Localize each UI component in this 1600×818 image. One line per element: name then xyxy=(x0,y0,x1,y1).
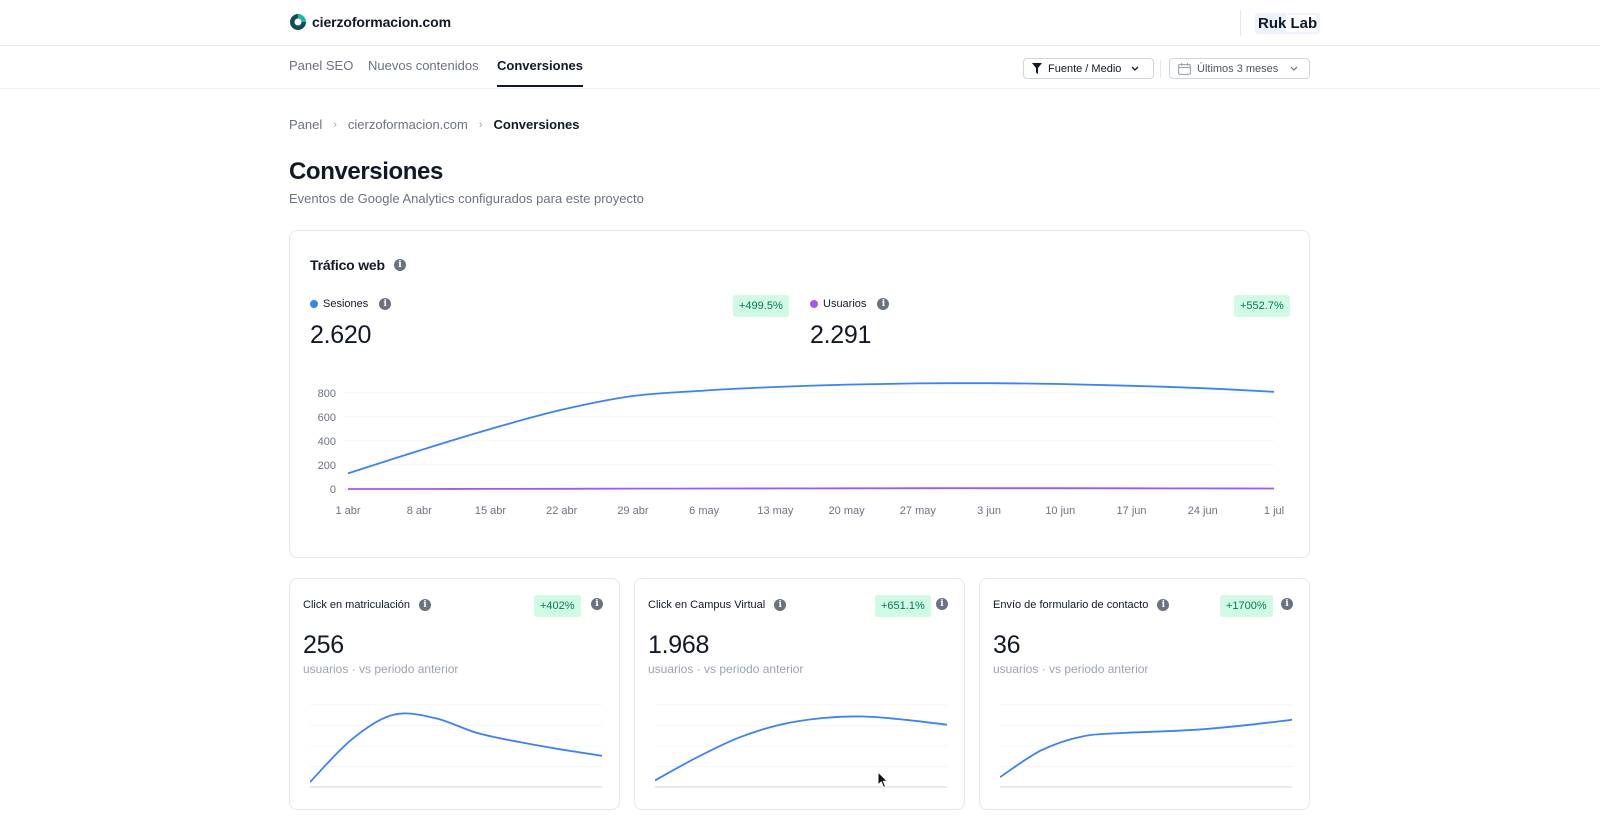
x-tick-label: 1 abr xyxy=(335,505,360,517)
org-name-prefix: Ruk xyxy=(1258,14,1287,32)
conversion-title-text: Click en matriculación xyxy=(303,599,410,611)
site-logo[interactable]: cierzoformacion.com xyxy=(289,13,451,31)
x-tick-label: 10 jun xyxy=(1045,505,1075,517)
org-name-suffix: Lab xyxy=(1286,14,1318,32)
mouse-cursor-icon xyxy=(877,771,889,789)
info-icon[interactable]: i xyxy=(877,298,890,310)
toolbar-divider xyxy=(1160,60,1161,78)
sparkline-line xyxy=(310,712,602,783)
breadcrumb-item-panel[interactable]: Panel xyxy=(289,117,323,132)
info-icon[interactable]: i xyxy=(936,598,948,610)
sparkline-line xyxy=(655,715,947,782)
y-tick-label: 400 xyxy=(318,436,336,448)
date-range-label: Últimos 3 meses xyxy=(1197,62,1279,75)
users-legend-dot xyxy=(810,300,818,308)
sessions-label-text: Sesiones xyxy=(323,298,369,310)
traffic-card-title: Tráfico web i xyxy=(310,257,406,273)
y-tick-label: 200 xyxy=(318,460,336,472)
site-name: cierzoformacion.com xyxy=(312,14,451,30)
conversion-title-text: Envío de formulario de contacto xyxy=(993,599,1149,611)
users-value: 2.291 xyxy=(810,321,872,349)
info-icon[interactable]: i xyxy=(591,598,603,610)
x-tick-label: 15 abr xyxy=(475,505,507,517)
series-line-sesiones xyxy=(347,382,1275,475)
x-tick-label: 13 may xyxy=(757,505,794,517)
conversion-change-badge: +1700% xyxy=(1220,595,1273,617)
conversion-change-badge: +651.1% xyxy=(875,595,931,617)
conversion-sparkline xyxy=(310,704,602,788)
conversion-change-badge: +402% xyxy=(534,595,581,617)
org-name: Ruk Lab xyxy=(1255,12,1321,34)
conversion-value: 1.968 xyxy=(648,631,710,659)
series-line-usuarios xyxy=(348,487,1275,490)
conversion-card-matriculacion: Click en matriculación i +402% i 256 usu… xyxy=(289,578,620,810)
calendar-icon xyxy=(1178,62,1191,75)
traffic-line-chart: 0 200 400 600 800 1 abr 8 abr 15 abr 22 abr 29 ab… xyxy=(318,382,1284,517)
x-tick-label: 6 may xyxy=(689,505,719,517)
x-tick-label: 20 may xyxy=(829,505,866,517)
users-label: Usuarios i xyxy=(810,298,890,310)
x-tick-label: 27 may xyxy=(900,505,937,517)
conversion-title: Click en Campus Virtual i xyxy=(648,599,787,611)
users-label-text: Usuarios xyxy=(823,298,867,310)
info-icon[interactable]: i xyxy=(393,259,406,271)
breadcrumb-item-current: Conversiones xyxy=(493,117,580,132)
y-tick-label: 800 xyxy=(318,388,336,400)
sessions-value: 2.620 xyxy=(310,321,372,349)
x-tick-label: 3 jun xyxy=(977,505,1001,517)
sub-nav: Panel SEO Nuevos contenidos Conversiones… xyxy=(0,46,1600,89)
logo-icon xyxy=(290,14,306,30)
conversion-caption: usuarios · vs periodo anterior xyxy=(648,662,804,676)
sparkline-line xyxy=(1000,718,1292,778)
date-range-select[interactable]: Últimos 3 meses xyxy=(1169,58,1310,79)
top-bar: cierzoformacion.com Ruk Lab xyxy=(0,0,1600,46)
page-subtitle: Eventos de Google Analytics configurados… xyxy=(289,191,644,206)
sessions-legend-dot xyxy=(310,300,318,308)
conversion-title: Click en matriculación i xyxy=(303,599,431,611)
x-tick-label: 8 abr xyxy=(407,505,432,517)
conversion-card-contacto: Envío de formulario de contacto i +1700%… xyxy=(979,578,1310,810)
conversion-value: 36 xyxy=(993,631,1021,659)
info-icon[interactable]: i xyxy=(418,599,431,611)
sessions-label: Sesiones i xyxy=(310,298,392,310)
traffic-card: Tráfico web i Sesiones i +499.5% 2.620 U… xyxy=(289,230,1310,558)
org-switcher[interactable]: Ruk Lab xyxy=(1240,10,1321,36)
breadcrumb-item-project[interactable]: cierzoformacion.com xyxy=(347,117,468,132)
conversion-title-text: Click en Campus Virtual xyxy=(648,599,766,611)
y-tick-label: 600 xyxy=(318,412,336,424)
sessions-change-badge: +499.5% xyxy=(733,295,789,317)
page-title: Conversiones xyxy=(289,158,443,185)
traffic-title-text: Tráfico web xyxy=(310,257,385,273)
tab-conversiones[interactable]: Conversiones xyxy=(497,58,583,87)
filter-icon xyxy=(1032,63,1042,74)
x-tick-label: 29 abr xyxy=(617,505,649,517)
conversion-card-campus: Click en Campus Virtual i +651.1% i 1.96… xyxy=(634,578,965,810)
info-icon[interactable]: i xyxy=(379,298,392,310)
conversion-sparkline xyxy=(655,704,947,788)
info-icon[interactable]: i xyxy=(1281,598,1293,610)
tab-nuevos-contenidos[interactable]: Nuevos contenidos xyxy=(368,58,479,73)
chevron-right-icon: › xyxy=(478,118,483,131)
conversion-caption: usuarios · vs periodo anterior xyxy=(993,662,1149,676)
tab-panel-seo[interactable]: Panel SEO xyxy=(289,58,354,73)
x-tick-label: 1 jul xyxy=(1264,505,1284,517)
conversion-value: 256 xyxy=(303,631,344,659)
x-tick-label: 24 jun xyxy=(1188,505,1218,517)
chevron-down-icon xyxy=(1131,66,1139,71)
breadcrumb: Panel › cierzoformacion.com › Conversion… xyxy=(289,117,580,132)
info-icon[interactable]: i xyxy=(1157,599,1170,611)
conversion-sparkline xyxy=(1000,704,1292,788)
x-tick-label: 17 jun xyxy=(1117,505,1147,517)
conversion-caption: usuarios · vs periodo anterior xyxy=(303,662,459,676)
users-change-badge: +552.7% xyxy=(1234,295,1290,317)
conversion-title: Envío de formulario de contacto i xyxy=(993,599,1170,611)
source-medium-filter[interactable]: Fuente / Medio xyxy=(1023,58,1154,79)
chevron-down-icon xyxy=(1290,66,1298,71)
filter-label: Fuente / Medio xyxy=(1048,62,1122,75)
chevron-right-icon: › xyxy=(333,118,337,131)
x-tick-label: 22 abr xyxy=(546,505,578,517)
y-tick-label: 0 xyxy=(330,484,336,496)
info-icon[interactable]: i xyxy=(774,599,787,611)
